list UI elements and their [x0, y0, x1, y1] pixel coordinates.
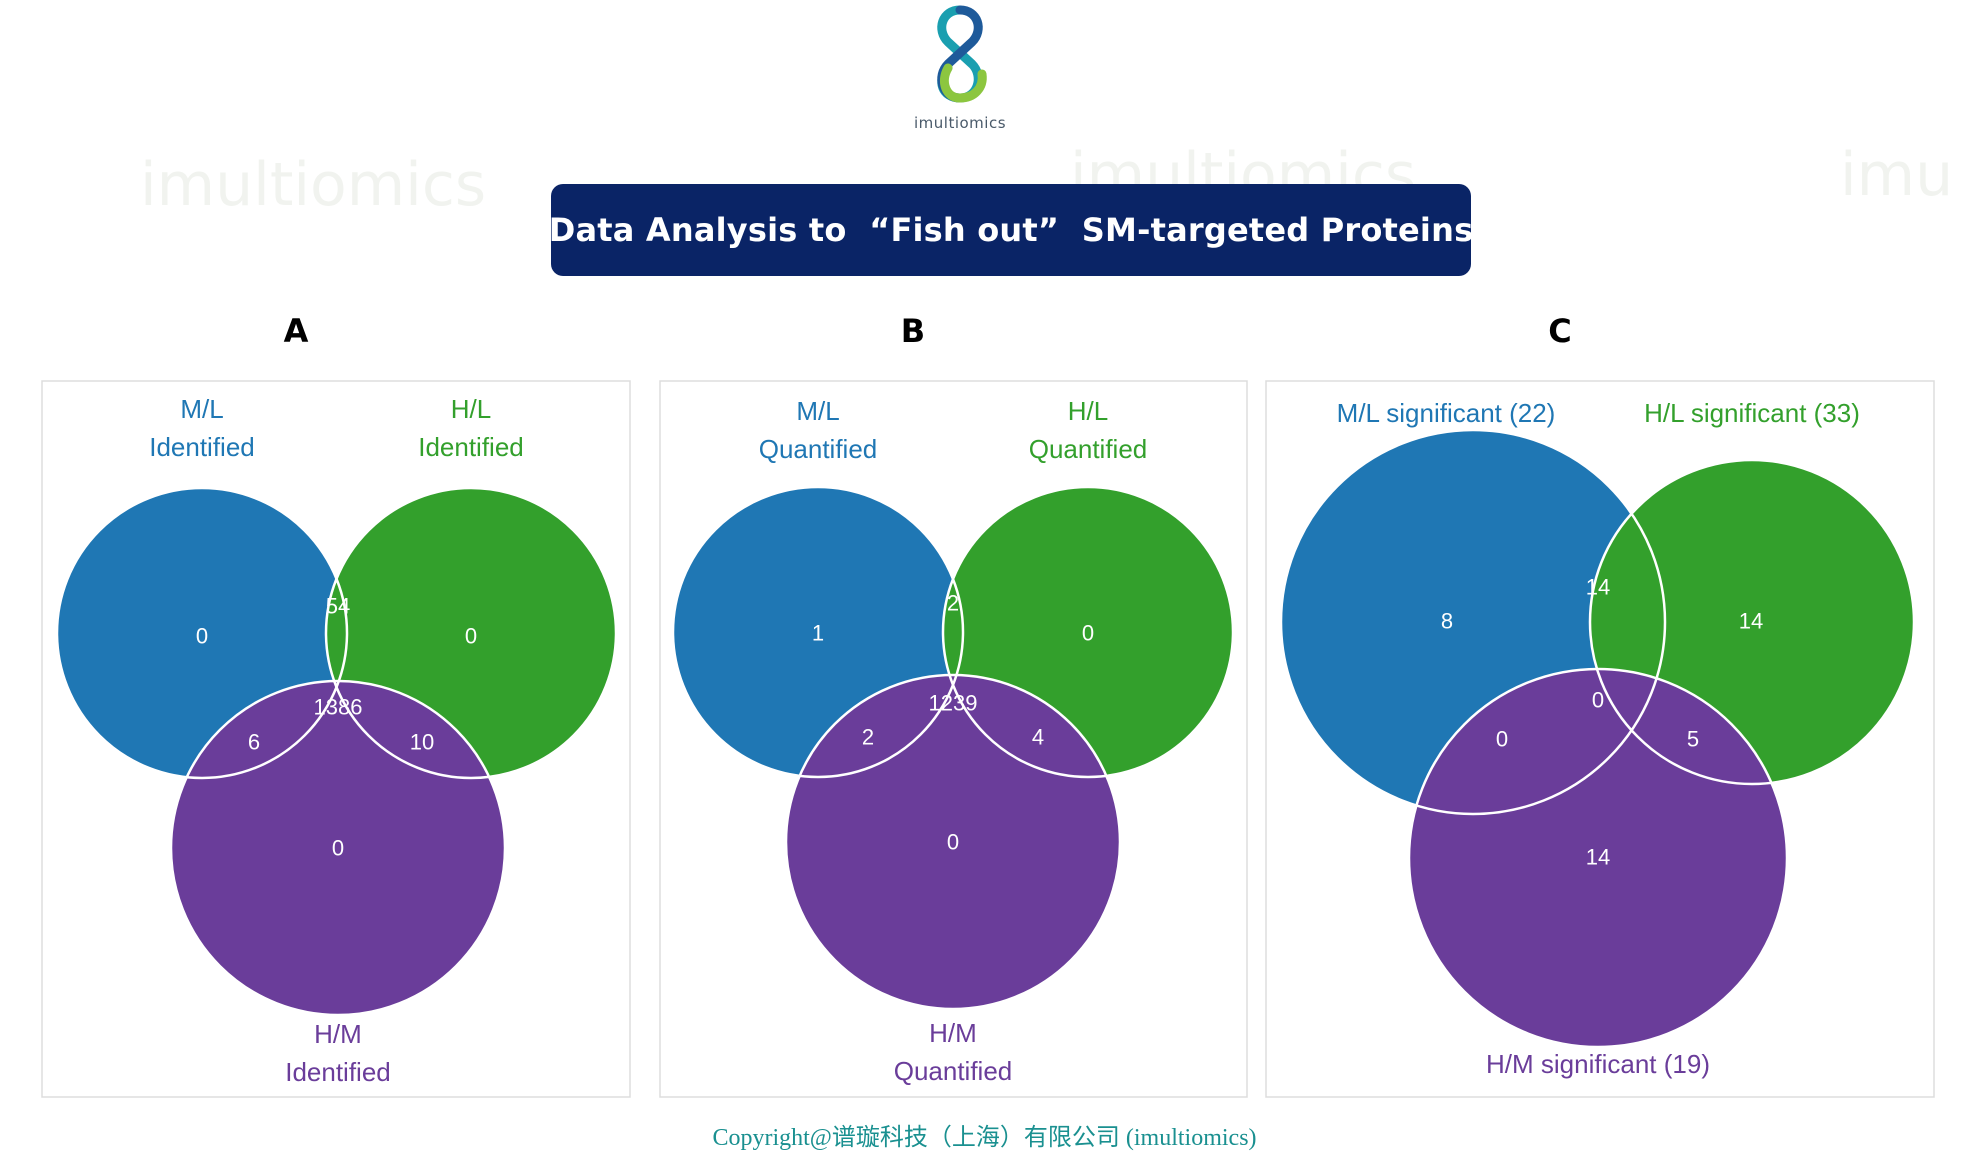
count-ml-hm: 6 — [248, 730, 260, 755]
panel-letter: A — [283, 312, 309, 350]
set-hm-circle — [786, 675, 1120, 1009]
label-hm: Quantified — [894, 1056, 1013, 1086]
label-ml: Identified — [149, 432, 255, 462]
label-ml: M/L — [796, 396, 839, 426]
logo-icon — [937, 5, 987, 103]
label-hm: Identified — [285, 1057, 391, 1087]
watermark-text: imu — [1840, 140, 1954, 210]
count-hm-only: 0 — [947, 830, 959, 855]
panel-letter: B — [900, 312, 926, 350]
panel-letter: C — [1548, 312, 1572, 350]
count-hl-hm: 5 — [1687, 727, 1699, 752]
count-all: 1386 — [314, 695, 363, 720]
count-ml-only: 8 — [1441, 609, 1453, 634]
count-hm-only: 0 — [332, 836, 344, 861]
venn-panel-c: 8 14 14 14 0 5 0 M/L significant (22) H/L signif… — [1265, 380, 1935, 1098]
label-hm: H/M — [929, 1018, 977, 1048]
count-hl-only: 14 — [1739, 609, 1763, 634]
circle-outline — [55, 486, 349, 780]
count-hl-hm: 10 — [410, 730, 434, 755]
circle-outline — [1279, 428, 1667, 816]
count-hl-only: 0 — [465, 624, 477, 649]
circle-outline — [1407, 667, 1789, 1049]
count-all: 1239 — [929, 691, 978, 716]
label-hl: H/L — [1068, 396, 1108, 426]
venn-panel-a: 0 0 0 54 6 10 1386 M/L Identified H/L Identified H/… — [41, 380, 631, 1098]
label-ml: M/L — [180, 394, 223, 424]
count-all: 0 — [1592, 688, 1604, 713]
circle-outline — [671, 485, 965, 779]
count-ml-hl: 14 — [1586, 575, 1610, 600]
count-hl-hm: 4 — [1032, 725, 1044, 750]
page-title: Data Analysis to “Fish out” SM-targeted … — [548, 211, 1474, 249]
panel-frame — [1265, 380, 1935, 1098]
set-hm-circle — [1409, 669, 1787, 1047]
circle-outline — [324, 486, 618, 780]
circle-outline — [169, 679, 507, 1017]
circle-outline — [941, 485, 1235, 779]
count-ml-only: 1 — [812, 621, 824, 646]
label-hl: H/L — [451, 394, 491, 424]
label-hm: H/M — [314, 1019, 362, 1049]
set-hm-circle — [171, 681, 505, 1015]
count-ml-hl: 54 — [326, 594, 350, 619]
panel-frame — [659, 380, 1248, 1098]
label-hl: H/L significant (33) — [1644, 398, 1860, 428]
venn-panel-b: 1 0 0 2 2 4 1239 M/L Quantified H/L Quantified H/M Q… — [659, 380, 1248, 1098]
count-ml-hl: 2 — [947, 591, 959, 616]
company-logo: imultiomics — [890, 2, 1030, 134]
title-banner: Data Analysis to “Fish out” SM-targeted … — [548, 184, 1474, 276]
label-ml: M/L significant (22) — [1337, 398, 1556, 428]
panel-frame — [41, 380, 631, 1098]
circle-outline — [784, 673, 1122, 1011]
count-ml-hm: 2 — [862, 725, 874, 750]
count-hl-only: 0 — [1082, 621, 1094, 646]
label-hl: Quantified — [1029, 434, 1148, 464]
count-hm-only: 14 — [1586, 845, 1610, 870]
label-hl: Identified — [418, 432, 524, 462]
label-ml: Quantified — [759, 434, 878, 464]
count-ml-hm: 0 — [1496, 727, 1508, 752]
count-ml-only: 0 — [196, 624, 208, 649]
watermark-text: imultiomics — [140, 150, 487, 220]
copyright-text: Copyright@谱璇科技（上海）有限公司 (imultiomics) — [712, 1125, 1257, 1151]
circle-outline — [1588, 458, 1916, 786]
logo-text: imultiomics — [913, 114, 1007, 132]
label-hm: H/M significant (19) — [1486, 1049, 1710, 1079]
